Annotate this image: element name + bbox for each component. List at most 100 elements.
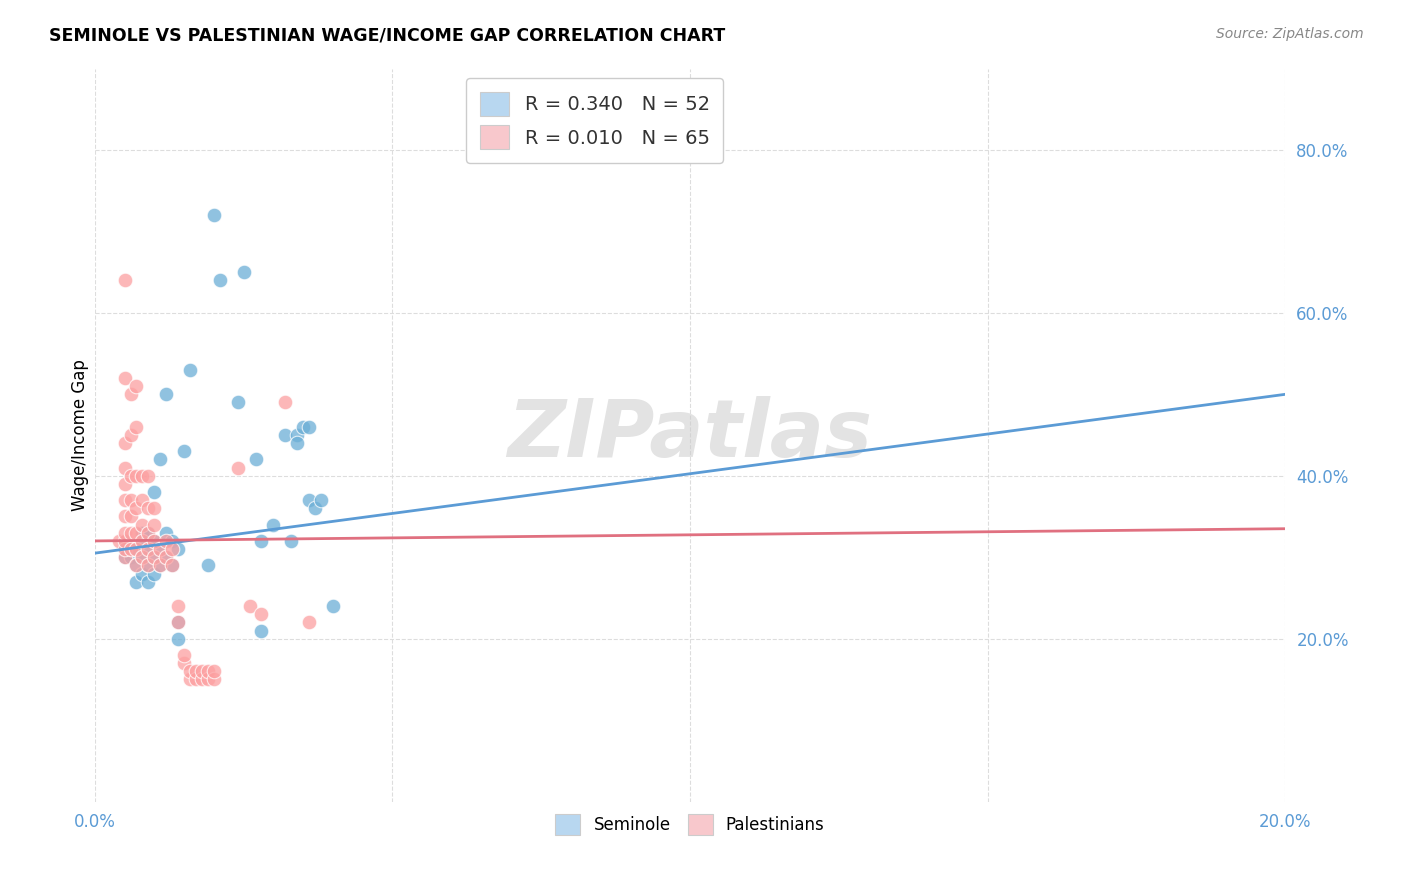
Point [285,428,308,442]
Point [285,436,308,450]
Point [250,624,273,638]
Point [309,493,332,508]
Point [114,436,136,450]
Point [274,428,297,442]
Point [160,558,183,573]
Point [114,542,136,557]
Point [250,607,273,622]
Point [143,566,166,581]
Point [138,558,160,573]
Point [298,420,321,434]
Point [143,550,166,565]
Point [120,493,142,508]
Text: Source: ZipAtlas.com: Source: ZipAtlas.com [1216,27,1364,41]
Point [167,632,190,646]
Point [125,525,148,540]
Point [173,444,195,458]
Point [131,533,153,548]
Point [262,517,284,532]
Point [226,395,249,409]
Point [155,550,177,565]
Point [184,673,207,687]
Point [149,542,172,557]
Point [131,550,153,565]
Point [138,468,160,483]
Point [191,673,214,687]
Point [120,550,142,565]
Point [131,517,153,532]
Point [120,387,142,401]
Point [167,542,190,557]
Point [184,665,207,679]
Point [197,665,219,679]
Point [114,509,136,524]
Point [197,673,219,687]
Point [138,558,160,573]
Point [298,493,321,508]
Point [120,542,142,557]
Point [120,509,142,524]
Point [114,550,136,565]
Point [138,542,160,557]
Point [232,265,254,279]
Point [131,533,153,548]
Point [114,525,136,540]
Point [107,533,129,548]
Point [167,615,190,630]
Point [120,428,142,442]
Point [167,615,190,630]
Point [125,501,148,516]
Point [138,542,160,557]
Point [143,550,166,565]
Point [125,468,148,483]
Point [114,533,136,548]
Y-axis label: Wage/Income Gap: Wage/Income Gap [72,359,89,511]
Point [143,533,166,548]
Point [155,533,177,548]
Point [155,525,177,540]
Point [131,525,153,540]
Point [131,493,153,508]
Point [125,542,148,557]
Point [125,574,148,589]
Point [160,558,183,573]
Point [179,673,201,687]
Point [138,525,160,540]
Point [125,379,148,393]
Point [202,665,225,679]
Point [114,371,136,385]
Point [298,615,321,630]
Point [191,665,214,679]
Point [149,558,172,573]
Point [202,208,225,222]
Point [120,542,142,557]
Point [274,395,297,409]
Point [149,558,172,573]
Point [226,460,249,475]
Point [304,501,326,516]
Point [292,420,315,434]
Point [149,452,172,467]
Point [131,566,153,581]
Point [125,420,148,434]
Point [114,273,136,287]
Point [322,599,344,613]
Point [179,363,201,377]
Point [245,452,267,467]
Point [125,558,148,573]
Point [167,599,190,613]
Point [143,501,166,516]
Point [138,525,160,540]
Point [202,673,225,687]
Point [120,525,142,540]
Point [280,533,302,548]
Point [238,599,260,613]
Point [138,501,160,516]
Point [143,517,166,532]
Point [173,648,195,662]
Point [114,550,136,565]
Point [114,542,136,557]
Point [114,477,136,491]
Point [155,550,177,565]
Point [143,533,166,548]
